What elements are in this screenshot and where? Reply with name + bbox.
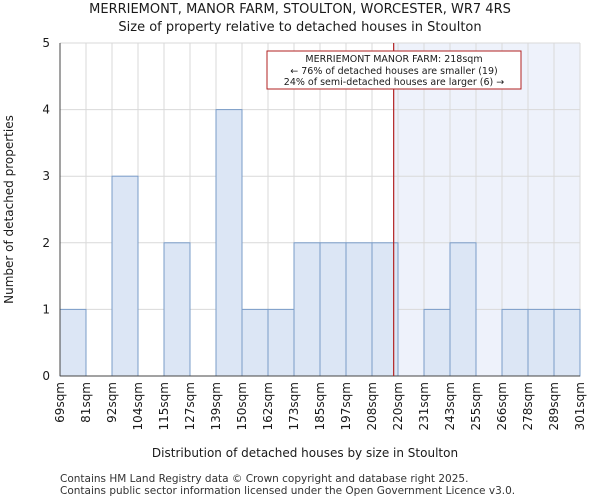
y-tick-label: 4 bbox=[42, 103, 50, 117]
x-tick-label: 278sqm bbox=[521, 382, 535, 430]
y-axis-title: Number of detached properties bbox=[2, 115, 16, 304]
annotation-line3: 24% of semi-detached houses are larger (… bbox=[284, 77, 504, 88]
bar bbox=[345, 242, 373, 377]
chart-subtitle: Size of property relative to detached ho… bbox=[118, 20, 482, 35]
x-tick-label: 81sqm bbox=[79, 382, 93, 423]
bar bbox=[501, 308, 529, 377]
bar bbox=[215, 109, 243, 377]
bar bbox=[553, 308, 581, 377]
bar bbox=[527, 308, 555, 377]
x-tick-label: 173sqm bbox=[287, 382, 301, 430]
y-tick-label: 1 bbox=[42, 302, 50, 316]
x-tick-label: 301sqm bbox=[573, 382, 587, 430]
x-tick-label: 266sqm bbox=[495, 382, 509, 430]
bar bbox=[319, 242, 347, 377]
x-tick-label: 162sqm bbox=[261, 382, 275, 430]
bar bbox=[111, 175, 139, 377]
x-tick-label: 208sqm bbox=[365, 382, 379, 430]
x-tick-label: 289sqm bbox=[547, 382, 561, 430]
bar bbox=[59, 308, 87, 377]
bar bbox=[267, 308, 295, 377]
annotation-box bbox=[266, 50, 522, 90]
x-tick-label: 255sqm bbox=[469, 382, 483, 430]
bar bbox=[449, 242, 477, 377]
x-tick-label: 231sqm bbox=[417, 382, 431, 430]
y-tick-label: 5 bbox=[42, 36, 50, 50]
chart-title: MERRIEMONT, MANOR FARM, STOULTON, WORCES… bbox=[89, 2, 511, 17]
x-tick-label: 92sqm bbox=[105, 382, 119, 423]
x-axis-title: Distribution of detached houses by size … bbox=[152, 446, 458, 460]
y-tick-label: 3 bbox=[42, 169, 50, 183]
y-tick-label: 0 bbox=[42, 369, 50, 383]
x-tick-label: 185sqm bbox=[313, 382, 327, 430]
y-tick-label: 2 bbox=[42, 236, 50, 250]
annotation-line2: ← 76% of detached houses are smaller (19… bbox=[290, 66, 497, 77]
x-tick-label: 139sqm bbox=[209, 382, 223, 430]
x-tick-label: 150sqm bbox=[235, 382, 249, 430]
bar bbox=[293, 242, 321, 377]
x-tick-label: 69sqm bbox=[53, 382, 67, 423]
bar bbox=[241, 308, 269, 377]
x-tick-label: 115sqm bbox=[157, 382, 171, 430]
footer-line-1: Contains HM Land Registry data © Crown c… bbox=[60, 473, 469, 485]
bar bbox=[423, 308, 451, 377]
x-tick-label: 243sqm bbox=[443, 382, 457, 430]
footer-line-2: Contains public sector information licen… bbox=[60, 485, 516, 497]
x-tick-label: 220sqm bbox=[391, 382, 405, 430]
x-tick-label: 197sqm bbox=[339, 382, 353, 430]
x-tick-label: 104sqm bbox=[131, 382, 145, 430]
bar bbox=[163, 242, 191, 377]
annotation-line1: MERRIEMONT MANOR FARM: 218sqm bbox=[305, 54, 482, 65]
x-tick-label: 127sqm bbox=[183, 382, 197, 430]
